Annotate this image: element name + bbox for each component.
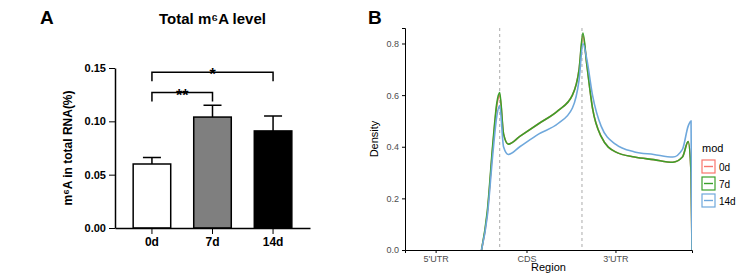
tick-mark bbox=[109, 121, 115, 122]
legend-key-line bbox=[704, 166, 713, 167]
tick-mark bbox=[151, 228, 152, 234]
tick-mark bbox=[273, 228, 274, 234]
tick: 3'UTR bbox=[603, 250, 629, 264]
bar bbox=[254, 131, 292, 228]
tick-label: 0.8 bbox=[386, 39, 399, 49]
tick: 0.10 bbox=[85, 115, 115, 127]
legend-key-line bbox=[704, 183, 713, 184]
tick-mark bbox=[109, 68, 115, 69]
density-line bbox=[482, 43, 692, 250]
bar bbox=[194, 117, 232, 228]
tick-label: 3'UTR bbox=[603, 254, 629, 264]
legend: mod 0d 7d 14d bbox=[702, 142, 736, 207]
tick-label: 0.10 bbox=[85, 115, 106, 127]
tick-mark bbox=[402, 250, 405, 251]
axis-line bbox=[406, 251, 693, 254]
density-line bbox=[482, 33, 692, 250]
legend-key bbox=[702, 160, 715, 173]
error-bar bbox=[204, 105, 222, 117]
tick: 0.15 bbox=[85, 62, 115, 74]
figure: ATotal m⁶A level0.000.050.100.150d7d14dm… bbox=[0, 0, 750, 276]
x-axis-title: Region bbox=[531, 261, 566, 273]
region-boundary bbox=[581, 28, 582, 250]
plot-area bbox=[133, 105, 292, 228]
legend-title: mod bbox=[702, 142, 723, 154]
tick-label: 0.4 bbox=[386, 142, 399, 152]
tick-label: 14d bbox=[263, 235, 284, 249]
x-axis: 0d 7d 14d bbox=[116, 228, 311, 249]
tick-label: 0.05 bbox=[85, 169, 106, 181]
tick-label: 5'UTR bbox=[423, 254, 449, 264]
tick-mark bbox=[402, 95, 405, 96]
tick: 0.00 bbox=[85, 222, 115, 234]
tick-mark bbox=[212, 228, 213, 234]
axis-line bbox=[402, 29, 406, 251]
legend-label: 14d bbox=[719, 196, 736, 207]
tick-mark bbox=[615, 250, 616, 253]
legend-key bbox=[702, 177, 715, 190]
axis-line bbox=[115, 69, 117, 229]
legend-key-line bbox=[704, 200, 713, 201]
tick-label: 0.6 bbox=[386, 90, 399, 100]
panel-b: B0.00.20.40.60.85'UTRCDS3'UTRRegionDensi… bbox=[368, 7, 693, 273]
tick-mark bbox=[402, 198, 405, 199]
panel-label: A bbox=[40, 7, 54, 28]
chart-title: Total m⁶A level bbox=[159, 10, 266, 27]
error-bar bbox=[264, 116, 282, 131]
y-axis-title: Density bbox=[368, 120, 380, 157]
y-axis: 0.0 0.2 0.4 0.6 0.8 bbox=[386, 29, 405, 256]
error-bar bbox=[143, 158, 161, 164]
tick: 5'UTR bbox=[423, 250, 449, 264]
tick-label: 0d bbox=[145, 235, 159, 249]
tick: 0.4 bbox=[386, 142, 405, 152]
tick-label: 0.15 bbox=[85, 62, 106, 74]
panel-label: B bbox=[368, 7, 382, 28]
tick: 0d bbox=[145, 228, 159, 249]
legend-label: 0d bbox=[719, 162, 730, 173]
tick: 0.6 bbox=[386, 90, 405, 100]
y-axis: 0.00 0.05 0.10 0.15 bbox=[85, 62, 116, 234]
tick-label: 7d bbox=[205, 235, 219, 249]
legend-key bbox=[702, 194, 715, 207]
tick-mark bbox=[109, 175, 115, 176]
tick-mark bbox=[526, 250, 527, 253]
tick: 0.05 bbox=[85, 169, 115, 181]
y-axis-title: m⁶A in total RNA(%) bbox=[61, 90, 75, 205]
tick-mark bbox=[109, 228, 115, 229]
tick-label: 0.0 bbox=[386, 245, 399, 255]
legend-label: 7d bbox=[719, 179, 730, 190]
tick-mark bbox=[436, 250, 437, 253]
significance-label: * bbox=[209, 66, 216, 83]
tick: 7d bbox=[205, 228, 219, 249]
panel-a: A Total m⁶A level 0.00 0.05 0.10 0.15 0d 7d 14d m… bbox=[40, 7, 311, 249]
tick: 0.2 bbox=[386, 194, 405, 204]
tick: 0.8 bbox=[386, 39, 405, 49]
tick-label: 0.00 bbox=[85, 222, 106, 234]
tick: 0.0 bbox=[386, 245, 405, 255]
tick-label: 0.2 bbox=[386, 194, 399, 204]
bar bbox=[133, 164, 171, 228]
significance-label: ** bbox=[176, 87, 189, 104]
tick-mark bbox=[402, 43, 405, 44]
tick-mark bbox=[402, 147, 405, 148]
region-boundary bbox=[499, 28, 500, 250]
plot-area bbox=[482, 28, 692, 250]
tick: 14d bbox=[263, 228, 284, 249]
